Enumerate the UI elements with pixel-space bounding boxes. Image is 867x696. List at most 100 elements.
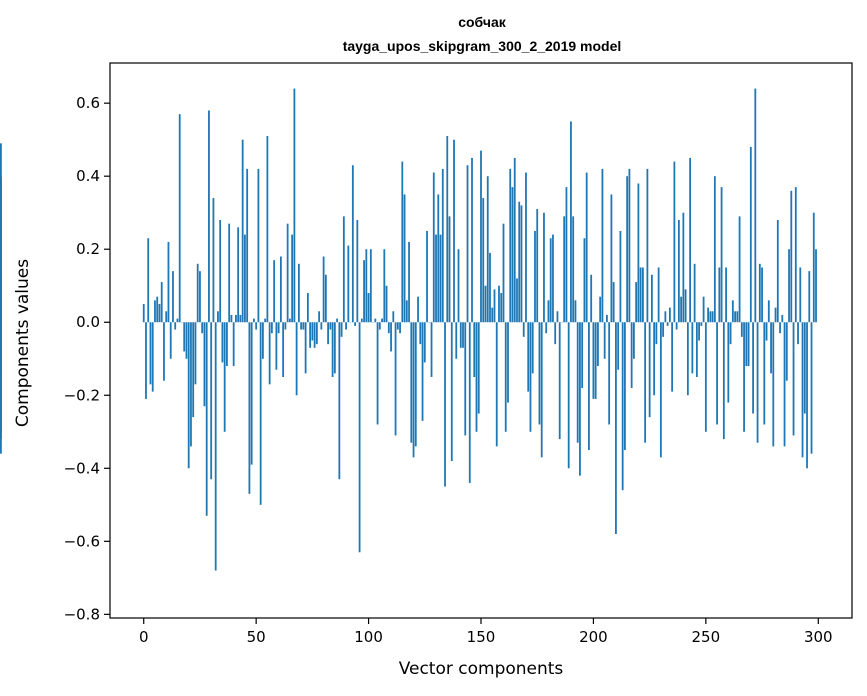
bar (785, 322, 788, 381)
bar (403, 194, 406, 323)
bar (549, 238, 552, 323)
bar (606, 314, 608, 323)
bar (410, 322, 413, 443)
bar (493, 289, 496, 323)
bar (174, 322, 177, 330)
bar (444, 322, 446, 487)
bar (288, 318, 291, 323)
bar (203, 322, 206, 407)
bar (797, 322, 799, 345)
bar (183, 322, 186, 352)
bar (351, 165, 354, 323)
bar (172, 271, 174, 323)
bar (212, 198, 215, 323)
bar (680, 296, 683, 323)
bar (579, 322, 581, 476)
bar (324, 274, 327, 323)
bar (740, 322, 743, 337)
bar (635, 282, 638, 323)
bar (790, 190, 793, 323)
bar (187, 322, 190, 469)
x-tick-label: 150 (467, 628, 496, 646)
bar (536, 209, 539, 323)
bar (810, 322, 813, 454)
bar (594, 322, 597, 399)
bar (628, 168, 631, 323)
bar (677, 220, 680, 323)
bar (540, 322, 543, 458)
bar (363, 260, 365, 323)
bar (779, 322, 781, 334)
bar (709, 311, 712, 323)
bar (543, 212, 545, 323)
bar (275, 322, 278, 370)
bar (441, 168, 444, 323)
bar (576, 322, 579, 443)
bar (531, 322, 534, 374)
bar (477, 322, 480, 414)
bar (383, 249, 386, 323)
bar (743, 322, 745, 432)
bar (239, 314, 242, 323)
bar (277, 322, 280, 334)
bar (194, 322, 197, 385)
bar (552, 234, 554, 323)
bar (601, 168, 604, 323)
bar (333, 322, 336, 374)
bar (608, 322, 611, 425)
bar (304, 322, 307, 374)
x-tick-label: 50 (247, 628, 266, 646)
bar (453, 139, 455, 323)
bar (381, 318, 383, 323)
bar (675, 322, 678, 330)
bar (659, 322, 662, 458)
bar (617, 322, 620, 370)
bar (374, 318, 377, 323)
bar (322, 256, 325, 323)
bar (210, 322, 213, 480)
bar (686, 322, 689, 396)
bar (525, 172, 527, 323)
bar (666, 322, 669, 326)
bar (731, 300, 734, 323)
y-tick-label: 0.4 (76, 167, 100, 185)
bar (192, 322, 195, 418)
bar (691, 322, 694, 374)
bar (475, 322, 478, 432)
bars-group (0, 88, 817, 571)
bar (711, 311, 714, 323)
bar (619, 230, 622, 323)
bar (597, 322, 599, 367)
bar (502, 223, 505, 323)
bar (273, 260, 276, 323)
bar (241, 139, 244, 323)
bar (430, 322, 433, 378)
bar (572, 216, 575, 323)
bar (716, 322, 718, 425)
bar (792, 322, 795, 436)
y-axis-label: Components values (13, 259, 33, 427)
bar (257, 168, 260, 323)
bar (682, 212, 685, 323)
bar (390, 322, 392, 352)
bar (396, 322, 399, 330)
bar (718, 267, 721, 323)
bar (160, 282, 163, 323)
bar (794, 187, 797, 323)
bar (354, 322, 356, 326)
bar (734, 311, 736, 323)
bar (286, 223, 289, 323)
bar (556, 311, 559, 323)
bar (637, 183, 640, 323)
bar (266, 136, 269, 323)
bar (448, 216, 451, 323)
bar (284, 322, 287, 330)
bar (399, 322, 401, 334)
bar (702, 296, 705, 323)
bar (727, 322, 730, 403)
bar (455, 322, 458, 359)
bar (201, 322, 204, 334)
bar (392, 311, 395, 323)
bar (0, 289, 2, 323)
bar (615, 322, 617, 535)
